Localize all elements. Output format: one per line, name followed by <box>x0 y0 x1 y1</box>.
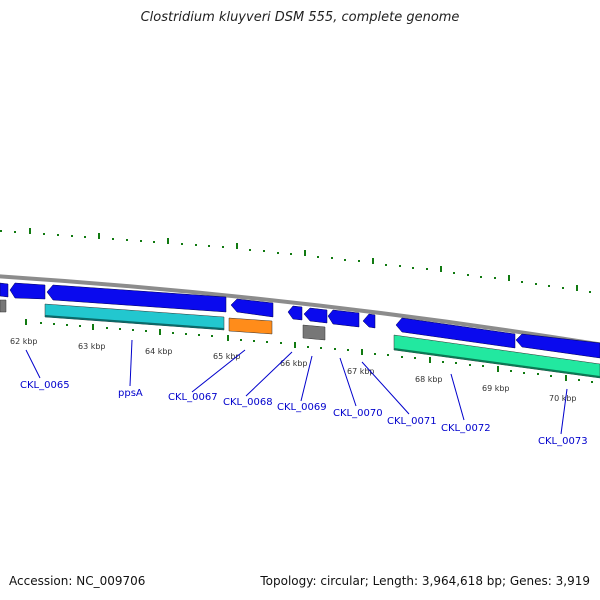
gene-label-ckl-0067[interactable]: CKL_0067 <box>168 392 218 403</box>
inner-tick-track <box>25 319 593 383</box>
gene-label-ckl-0071[interactable]: CKL_0071 <box>387 416 437 427</box>
kbp-label: 64 kbp <box>145 347 173 356</box>
leader-lines <box>25 339 568 435</box>
kbp-label: 66 kbp <box>280 359 308 368</box>
map-title: Clostridium kluyveri DSM 555, complete g… <box>140 10 460 25</box>
gene-label-ckl-0070[interactable]: CKL_0070 <box>333 408 383 419</box>
genome-summary-text: Topology: circular; Length: 3,964,618 bp… <box>260 574 590 588</box>
genome-backbone <box>0 274 600 347</box>
kbp-label: 63 kbp <box>78 342 106 351</box>
kbp-label: 65 kbp <box>213 352 241 361</box>
kbp-label: 68 kbp <box>415 375 443 384</box>
gene-label-ckl-0069[interactable]: CKL_0069 <box>277 402 327 413</box>
gene-label-ckl-0068[interactable]: CKL_0068 <box>223 397 273 408</box>
gene-label-ckl-0065[interactable]: CKL_0065 <box>20 380 70 391</box>
gene-label-ppsa[interactable]: ppsA <box>118 388 143 399</box>
accession-text: Accession: NC_009706 <box>9 574 146 588</box>
reverse-cds-track[interactable] <box>0 299 600 379</box>
outer-tick-track <box>0 228 591 293</box>
gene-label-ckl-0073[interactable]: CKL_0073 <box>538 436 588 447</box>
kbp-label: 69 kbp <box>482 384 510 393</box>
kbp-labels: 62 kbp 63 kbp 64 kbp 65 kbp 66 kbp 67 kb… <box>10 337 577 403</box>
forward-cds-track[interactable] <box>0 282 600 359</box>
gene-labels: CKL_0065 ppsA CKL_0067 CKL_0068 CKL_0069… <box>20 380 588 447</box>
gene-label-ckl-0072[interactable]: CKL_0072 <box>441 423 491 434</box>
kbp-label: 67 kbp <box>347 367 375 376</box>
kbp-label: 62 kbp <box>10 337 38 346</box>
kbp-label: 70 kbp <box>549 394 577 403</box>
